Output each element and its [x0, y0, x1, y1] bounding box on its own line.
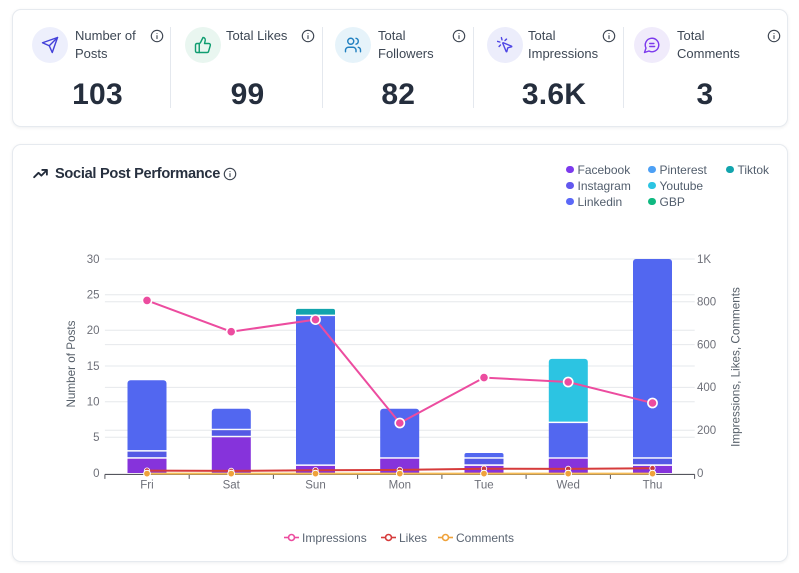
svg-text:5: 5: [93, 432, 99, 444]
svg-text:Tue: Tue: [474, 480, 493, 492]
svg-text:Wed: Wed: [556, 480, 579, 492]
svg-text:600: 600: [697, 339, 716, 351]
svg-text:Number of Posts: Number of Posts: [65, 320, 78, 407]
svg-text:20: 20: [87, 325, 100, 337]
svg-text:400: 400: [697, 382, 716, 394]
svg-text:Impressions, Likes, Comments: Impressions, Likes, Comments: [729, 287, 742, 447]
svg-text:800: 800: [697, 297, 716, 309]
svg-text:Mon: Mon: [389, 480, 411, 492]
svg-text:Sun: Sun: [305, 480, 325, 492]
svg-text:Thu: Thu: [643, 480, 663, 492]
svg-text:15: 15: [87, 361, 100, 373]
svg-text:Sat: Sat: [223, 480, 241, 492]
svg-text:0: 0: [93, 468, 99, 480]
svg-text:10: 10: [87, 397, 100, 409]
svg-text:25: 25: [87, 290, 100, 302]
svg-text:30: 30: [87, 254, 100, 266]
svg-text:1K: 1K: [697, 254, 711, 266]
svg-text:200: 200: [697, 425, 716, 437]
svg-text:Fri: Fri: [140, 480, 153, 492]
svg-text:0: 0: [697, 468, 703, 480]
